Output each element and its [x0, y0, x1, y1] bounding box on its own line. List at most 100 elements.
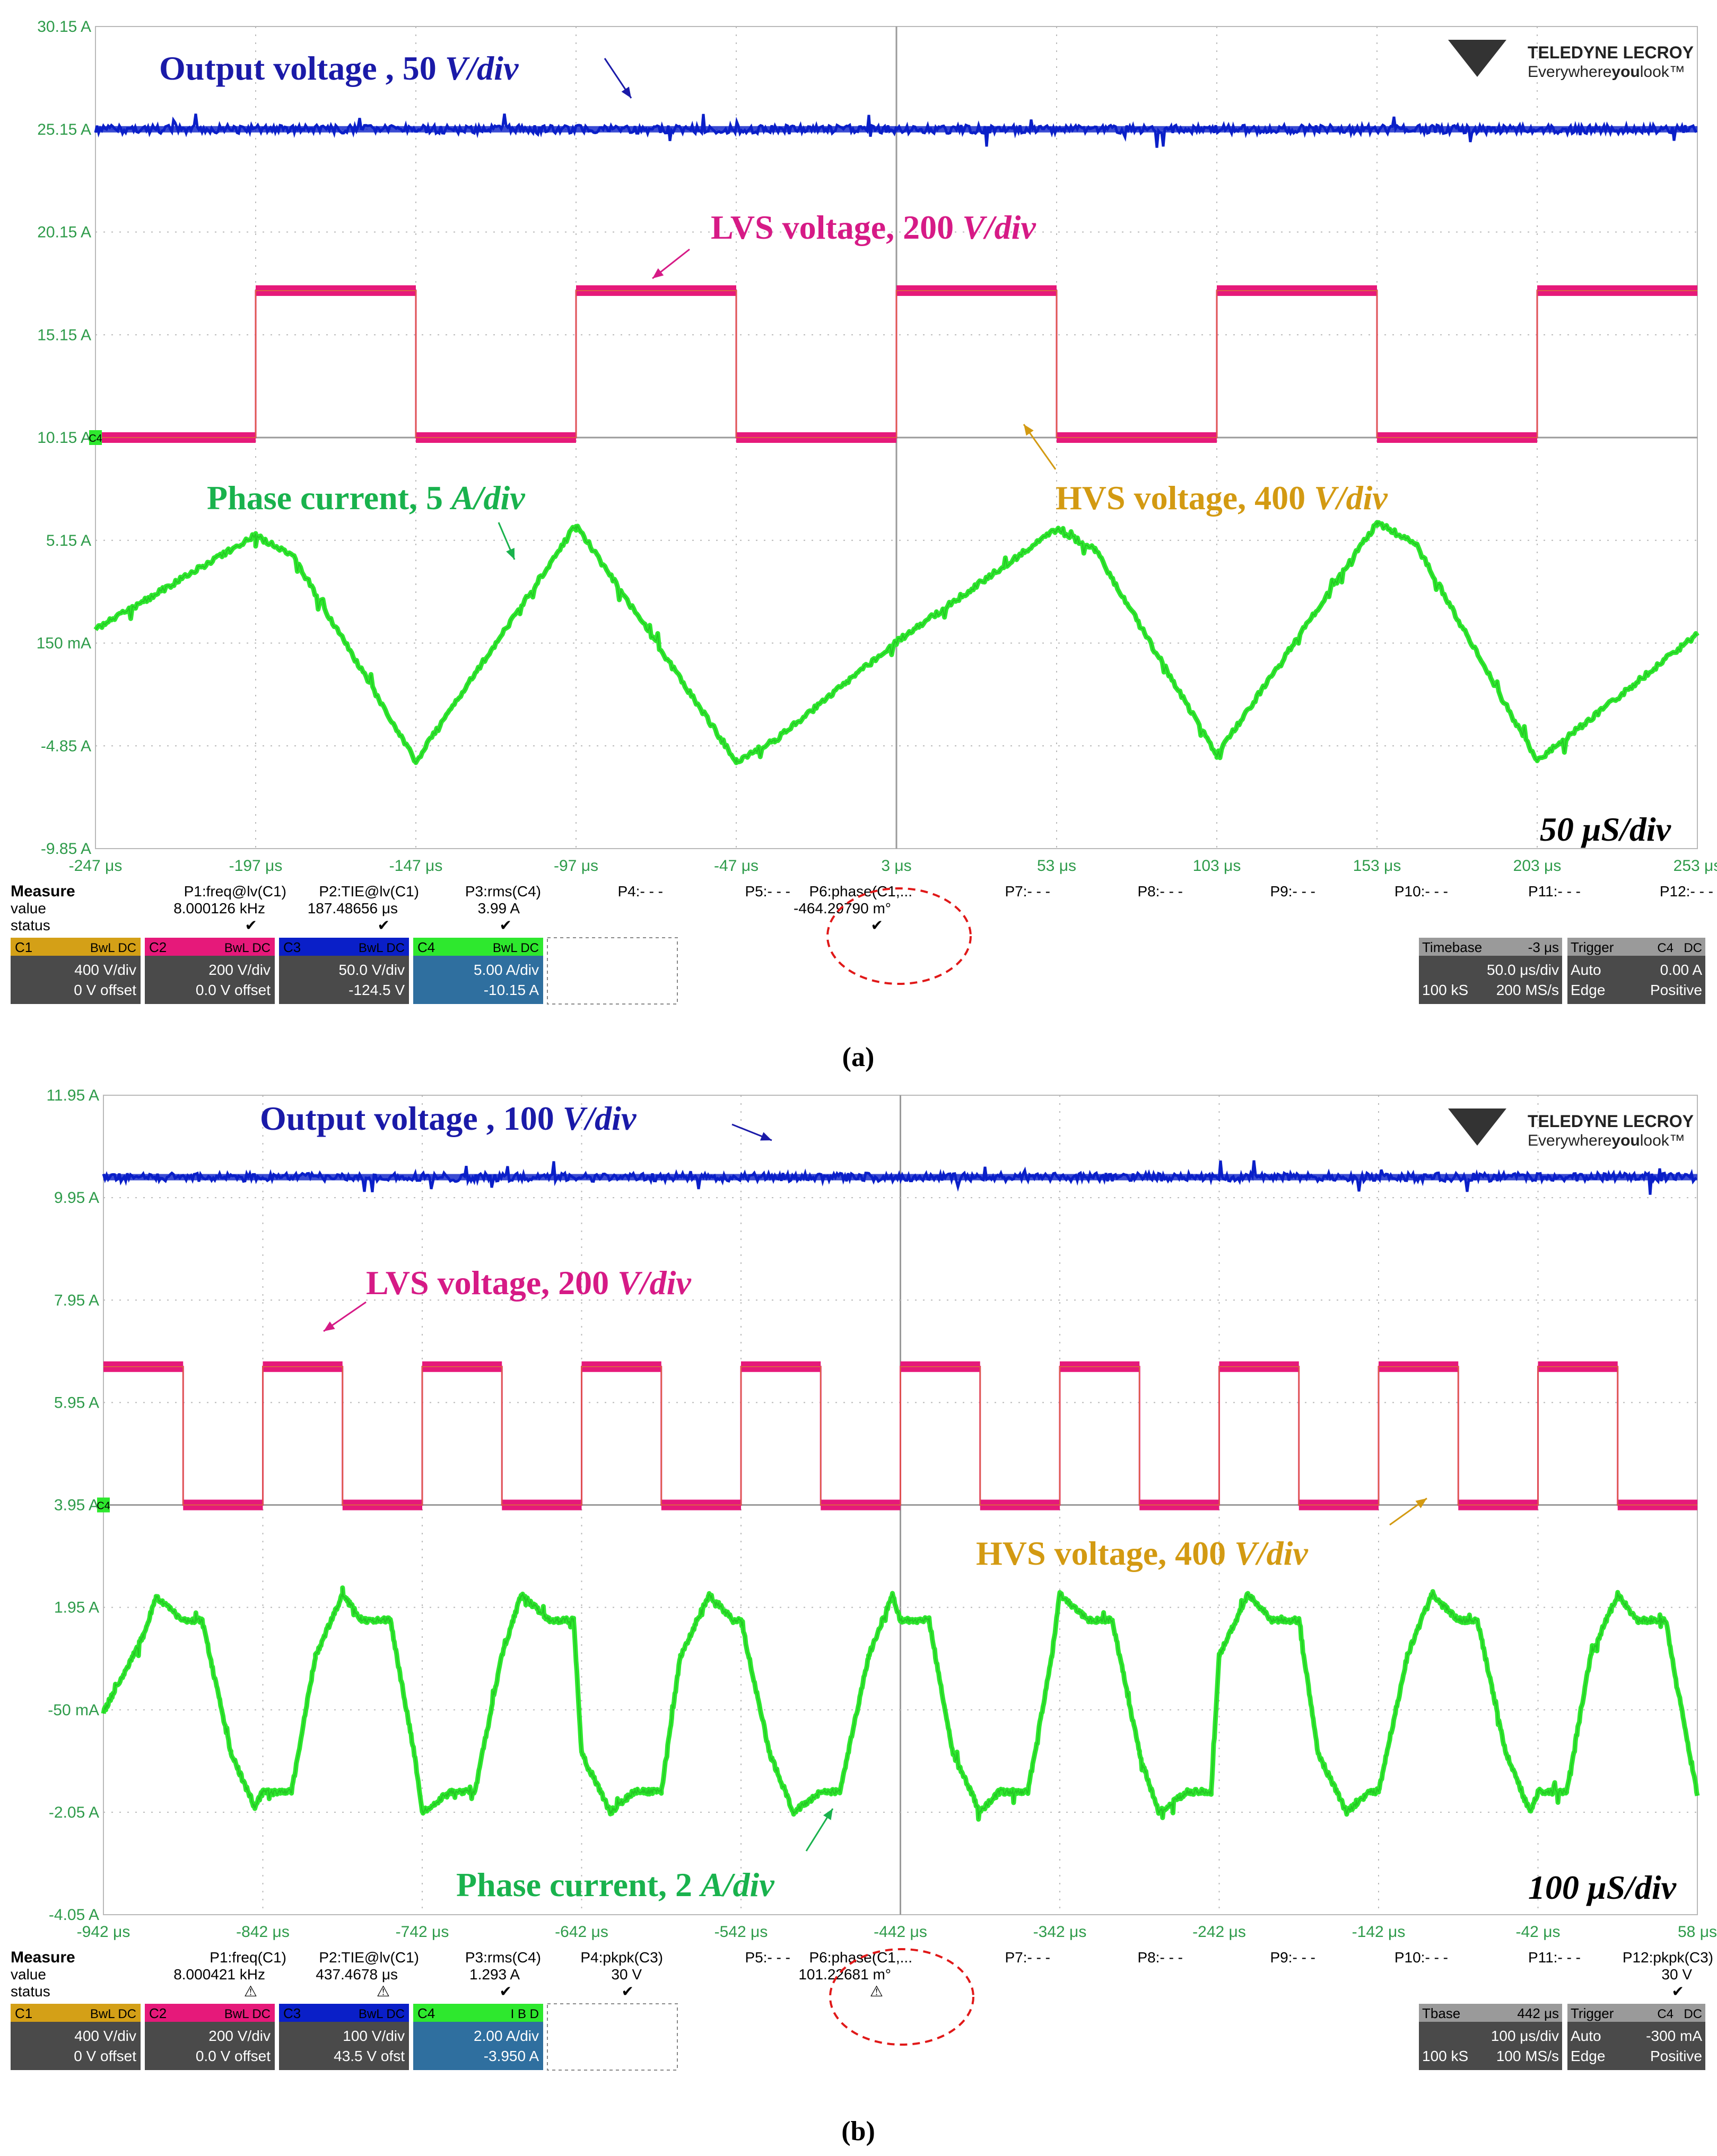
annotation-hvs-unit: V/div: [1314, 479, 1388, 517]
measure-value: 8.000421 kHz: [173, 1966, 265, 1983]
x-tick-label: -42 μs: [1516, 1923, 1561, 1941]
measure-value: 30 V: [1661, 1966, 1692, 1983]
timebase-samples: 100 kS: [1422, 2048, 1468, 2064]
measure-param: P7:- - -: [1005, 883, 1050, 900]
annotation-phase-unit: A/div: [699, 1866, 774, 1904]
brand-tagline-post: look™: [1640, 63, 1685, 81]
x-tick-label: 253 μs: [1674, 857, 1717, 875]
timebase-title: Tbase: [1422, 2005, 1460, 2021]
y-tick-label: 15.15 A: [37, 326, 91, 344]
x-tick-label: -942 μs: [77, 1923, 130, 1941]
channel-id: C1: [15, 939, 32, 955]
channel-header-c1: [11, 938, 141, 956]
measure-param: P5:- - -: [745, 1949, 790, 1966]
channel-flags: BwL DC: [224, 2007, 271, 2021]
annotation-output-unit: V/div: [563, 1099, 637, 1137]
measure-param: P8:- - -: [1137, 1949, 1183, 1966]
measure-param: P11:- - -: [1528, 883, 1581, 900]
trigger-channel: C4: [1657, 2007, 1674, 2021]
timebase-rate: 100 MS/s: [1496, 2048, 1559, 2064]
channel-scale: 200 V/div: [208, 962, 271, 978]
brand-tagline-bold: you: [1611, 63, 1640, 81]
x-tick-label: -542 μs: [714, 1923, 768, 1941]
marker-c4-label: C4: [97, 1500, 110, 1512]
annotation-output: Output voltage , 100 V/div: [260, 1099, 637, 1137]
annotation-hvs-text: HVS voltage, 400: [976, 1534, 1234, 1572]
y-tick-label: 11.95 A: [46, 1087, 99, 1104]
marker-c4: [89, 430, 102, 445]
annotation-output-unit: V/div: [445, 49, 519, 87]
measure-status-icon: ⚠: [377, 1983, 390, 2000]
measure-param: P11:- - -: [1528, 1949, 1581, 1966]
annotation-hvs: HVS voltage, 400 V/div: [976, 1534, 1308, 1572]
measure-param: P6:phase(C1,...: [809, 1949, 912, 1966]
channel-box-empty: [547, 2003, 678, 2071]
x-tick-label: -197 μs: [229, 857, 283, 875]
y-tick-label: 5.15 A: [46, 532, 91, 549]
channel-id: C2: [149, 939, 167, 955]
measure-param: P9:- - -: [1270, 1949, 1315, 1966]
series-phase-current-edge: [103, 1587, 1698, 1820]
annotation-hvs-text: HVS voltage, 400: [1056, 479, 1314, 517]
measure-param: P2:TIE@lv(C1): [319, 883, 419, 900]
y-tick-label: -9.85 A: [41, 840, 91, 858]
measure-param: P10:- - -: [1394, 883, 1448, 900]
measure-row-status: status: [11, 917, 50, 933]
y-tick-label: -50 mA: [48, 1701, 99, 1719]
y-tick-label: 25.15 A: [37, 121, 91, 138]
channel-offset: 0 V offset: [74, 2048, 136, 2064]
annotation-output: Output voltage , 50 V/div: [159, 49, 519, 87]
annotation-lvs-text: LVS voltage, 200: [366, 1264, 617, 1302]
x-tick-label: 153 μs: [1353, 857, 1401, 875]
teledyne-logo-icon: [1448, 1108, 1506, 1146]
channel-scale: 400 V/div: [74, 2028, 136, 2044]
y-tick-label: 3.95 A: [54, 1497, 99, 1514]
marker-c4-label: C4: [89, 433, 102, 444]
x-tick-label: -442 μs: [874, 1923, 927, 1941]
measure-param: P3:rms(C4): [465, 883, 541, 900]
channel-offset: -124.5 V: [348, 982, 405, 998]
channel-scale: 200 V/div: [208, 2028, 271, 2044]
annotation-phase-text: Phase current, 2: [456, 1866, 701, 1904]
arrow-output-head: [621, 86, 631, 98]
arrow-hvs-head: [1415, 1498, 1427, 1508]
x-tick-label: -247 μs: [69, 857, 123, 875]
brand-tagline: Everywhereyoulook™: [1528, 1132, 1685, 1149]
measure-status-icon: ✔: [500, 1983, 512, 2000]
timebase-samples: 100 kS: [1422, 982, 1468, 998]
channel-box-empty: [547, 937, 678, 1005]
x-tick-label: 103 μs: [1193, 857, 1241, 875]
series-output-voltage-band: [103, 1174, 1697, 1181]
channel-offset: 0 V offset: [74, 982, 136, 998]
annotation-lvs-text: LVS voltage, 200: [711, 208, 962, 246]
x-tick-label: -642 μs: [555, 1923, 608, 1941]
arrow-lvs-head: [324, 1321, 335, 1331]
channel-flags: BwL DC: [493, 941, 539, 955]
y-tick-label: 5.95 A: [54, 1394, 99, 1411]
annotation-output-text: Output voltage , 50: [159, 49, 445, 87]
x-tick-label: -142 μs: [1352, 1923, 1406, 1941]
series-output-voltage-band: [95, 126, 1697, 133]
measure-param: P9:- - -: [1270, 883, 1315, 900]
measure-param: P12:pkpk(C3): [1623, 1949, 1713, 1966]
channel-flags: BwL DC: [90, 941, 136, 955]
measure-value: 1.293 A: [469, 1966, 520, 1983]
measure-param: P2:TIE@lv(C1): [319, 1949, 419, 1966]
x-tick-label: -147 μs: [389, 857, 443, 875]
annotation-lvs-unit: V/div: [962, 208, 1036, 246]
channel-flags: BwL DC: [224, 941, 271, 955]
trigger-header: [1567, 938, 1705, 956]
timebase-per-div: 100 μs/div: [1491, 2028, 1559, 2044]
annotation-phase-text: Phase current, 5: [207, 479, 451, 517]
timebase-label: 50 μS/div: [1540, 810, 1671, 848]
annotation-output-text: Output voltage , 100: [260, 1099, 563, 1137]
channel-scale: 2.00 A/div: [474, 2028, 539, 2044]
measure-param: P7:- - -: [1005, 1949, 1050, 1966]
trigger-mode: Auto: [1571, 962, 1601, 978]
measure-param: P3:rms(C4): [465, 1949, 541, 1966]
trigger-header: [1567, 2004, 1705, 2022]
measure-status-icon: ⚠: [870, 1983, 883, 2000]
annotation-hvs-unit: V/div: [1234, 1534, 1308, 1572]
trigger-mode: Auto: [1571, 2028, 1601, 2044]
measure-param: P8:- - -: [1137, 883, 1183, 900]
